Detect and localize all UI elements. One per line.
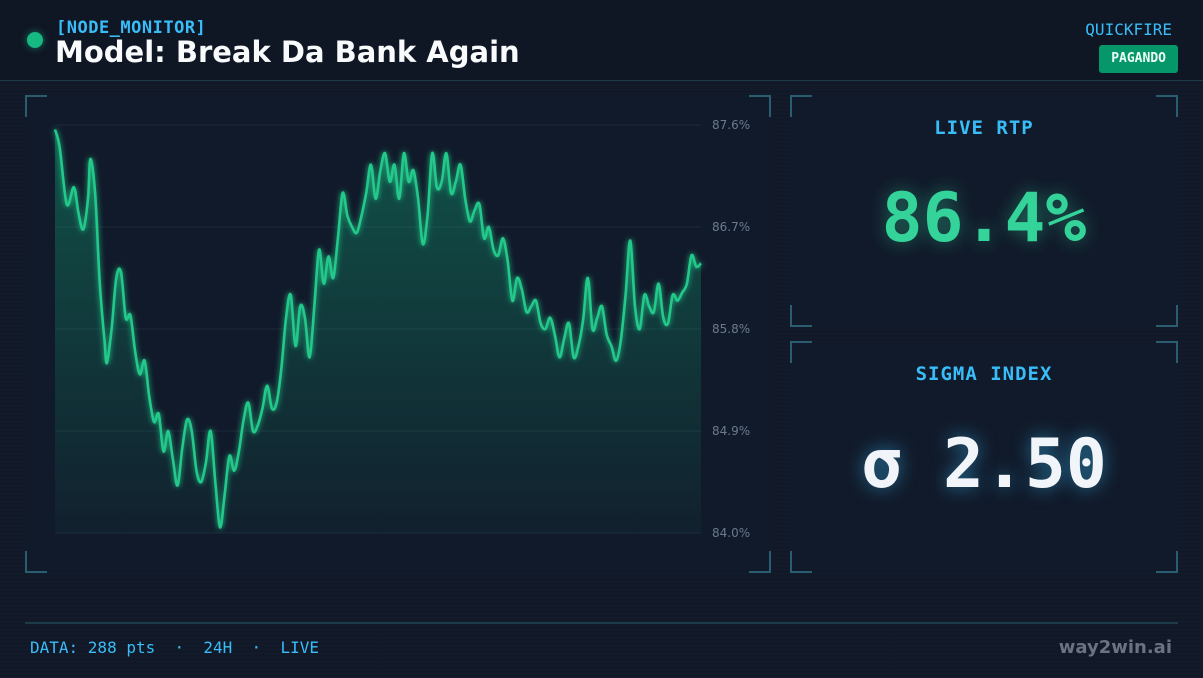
rtp-panel: LIVE RTP 86.4% bbox=[790, 95, 1178, 327]
rtp-line bbox=[53, 129, 702, 529]
brand-logo: way2win.ai bbox=[1058, 637, 1172, 658]
rtp-label: LIVE RTP bbox=[934, 117, 1034, 139]
footer-divider bbox=[25, 622, 1178, 624]
page-title: Model: Break Da Bank Again bbox=[55, 35, 520, 69]
footer-info: DATA: 288 pts · 24H · LIVE bbox=[30, 638, 319, 657]
y-tick-label: 87.6% bbox=[712, 118, 750, 132]
status-dot bbox=[27, 32, 43, 48]
y-tick-label: 86.7% bbox=[712, 220, 750, 234]
y-tick-label: 84.0% bbox=[712, 526, 750, 540]
node-tag: [NODE_MONITOR] bbox=[56, 18, 207, 38]
header: [NODE_MONITOR] Model: Break Da Bank Agai… bbox=[0, 0, 1203, 81]
provider-label: QUICKFIRE bbox=[1085, 20, 1172, 39]
chart-panel: 87.6% 86.7% 85.8% 84.9% 84.0% bbox=[25, 95, 771, 573]
y-tick-label: 84.9% bbox=[712, 424, 750, 438]
y-tick-label: 85.8% bbox=[712, 322, 750, 336]
sigma-panel: SIGMA INDEX σ 2.50 bbox=[790, 341, 1178, 573]
sigma-value: σ 2.50 bbox=[861, 425, 1107, 504]
rtp-value: 86.4% bbox=[881, 179, 1087, 258]
rtp-area bbox=[55, 129, 701, 533]
status-badge: PAGANDO bbox=[1099, 45, 1178, 73]
rtp-chart: 87.6% 86.7% 85.8% 84.9% 84.0% bbox=[53, 118, 750, 540]
sigma-label: SIGMA INDEX bbox=[915, 363, 1053, 385]
